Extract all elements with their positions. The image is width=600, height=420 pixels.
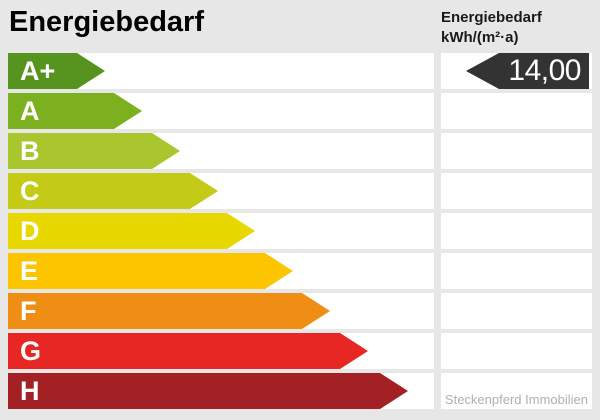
unit-header-line1: Energiebedarf xyxy=(441,9,542,26)
column-gap xyxy=(434,93,441,129)
scale-row: H xyxy=(8,373,592,409)
scale-row: F xyxy=(8,293,592,329)
value-column-cell xyxy=(441,253,592,289)
rating-label: A+ xyxy=(20,56,56,86)
rating-label: E xyxy=(20,256,39,286)
page-title: Energiebedarf xyxy=(9,6,204,38)
value-column-cell xyxy=(441,293,592,329)
column-gap xyxy=(434,173,441,209)
rating-label: B xyxy=(20,136,40,166)
scale-row-track: G xyxy=(8,333,434,369)
column-gap xyxy=(434,53,441,89)
column-gap xyxy=(434,133,441,169)
rating-bar-aplus: A+ xyxy=(8,53,105,89)
value-column-cell xyxy=(441,173,592,209)
scale-row: B xyxy=(8,133,592,169)
rating-bar-b: B xyxy=(8,133,180,169)
scale-row: G xyxy=(8,333,592,369)
scale-row: D xyxy=(8,213,592,249)
column-gap xyxy=(434,253,441,289)
scale-row: C xyxy=(8,173,592,209)
unit-header-line2: kWh/(m²·a) xyxy=(441,29,519,46)
unit-header: Energiebedarf kWh/(m²·a) xyxy=(441,8,542,48)
rating-label: H xyxy=(20,376,40,406)
value-text: 14,00 xyxy=(508,54,581,87)
rating-label: C xyxy=(20,176,40,206)
scale-row-track: A xyxy=(8,93,434,129)
value-column-cell xyxy=(441,333,592,369)
scale-row: A xyxy=(8,93,592,129)
scale-row: E xyxy=(8,253,592,289)
value-column-cell: 14,00 xyxy=(441,53,592,89)
rating-bar-g: G xyxy=(8,333,368,369)
rating-label: D xyxy=(20,216,40,246)
rating-label: G xyxy=(20,336,42,366)
scale-row-track: C xyxy=(8,173,434,209)
rating-rows: A+ 14,00 A B C D E F G H xyxy=(8,53,592,413)
column-gap xyxy=(434,293,441,329)
scale-row-track: B xyxy=(8,133,434,169)
rating-label: F xyxy=(20,296,37,326)
rating-bar-c: C xyxy=(8,173,218,209)
column-gap xyxy=(434,373,441,409)
scale-row: A+ 14,00 xyxy=(8,53,592,89)
value-arrow: 14,00 xyxy=(466,53,589,89)
rating-label: A xyxy=(20,96,40,126)
value-column-cell xyxy=(441,93,592,129)
rating-bar-f: F xyxy=(8,293,330,329)
rating-bar-h: H xyxy=(8,373,408,409)
value-column-cell xyxy=(441,373,592,409)
column-gap xyxy=(434,213,441,249)
watermark-text: Steckenpferd Immobilien xyxy=(444,392,588,407)
scale-row-track: D xyxy=(8,213,434,249)
scale-row-track: H xyxy=(8,373,434,409)
scale-row-track: E xyxy=(8,253,434,289)
column-gap xyxy=(434,333,441,369)
rating-bar-d: D xyxy=(8,213,255,249)
value-column-cell xyxy=(441,133,592,169)
rating-bar-e: E xyxy=(8,253,293,289)
scale-row-track: A+ xyxy=(8,53,434,89)
scale-row-track: F xyxy=(8,293,434,329)
value-column-cell xyxy=(441,213,592,249)
rating-bar-a: A xyxy=(8,93,142,129)
